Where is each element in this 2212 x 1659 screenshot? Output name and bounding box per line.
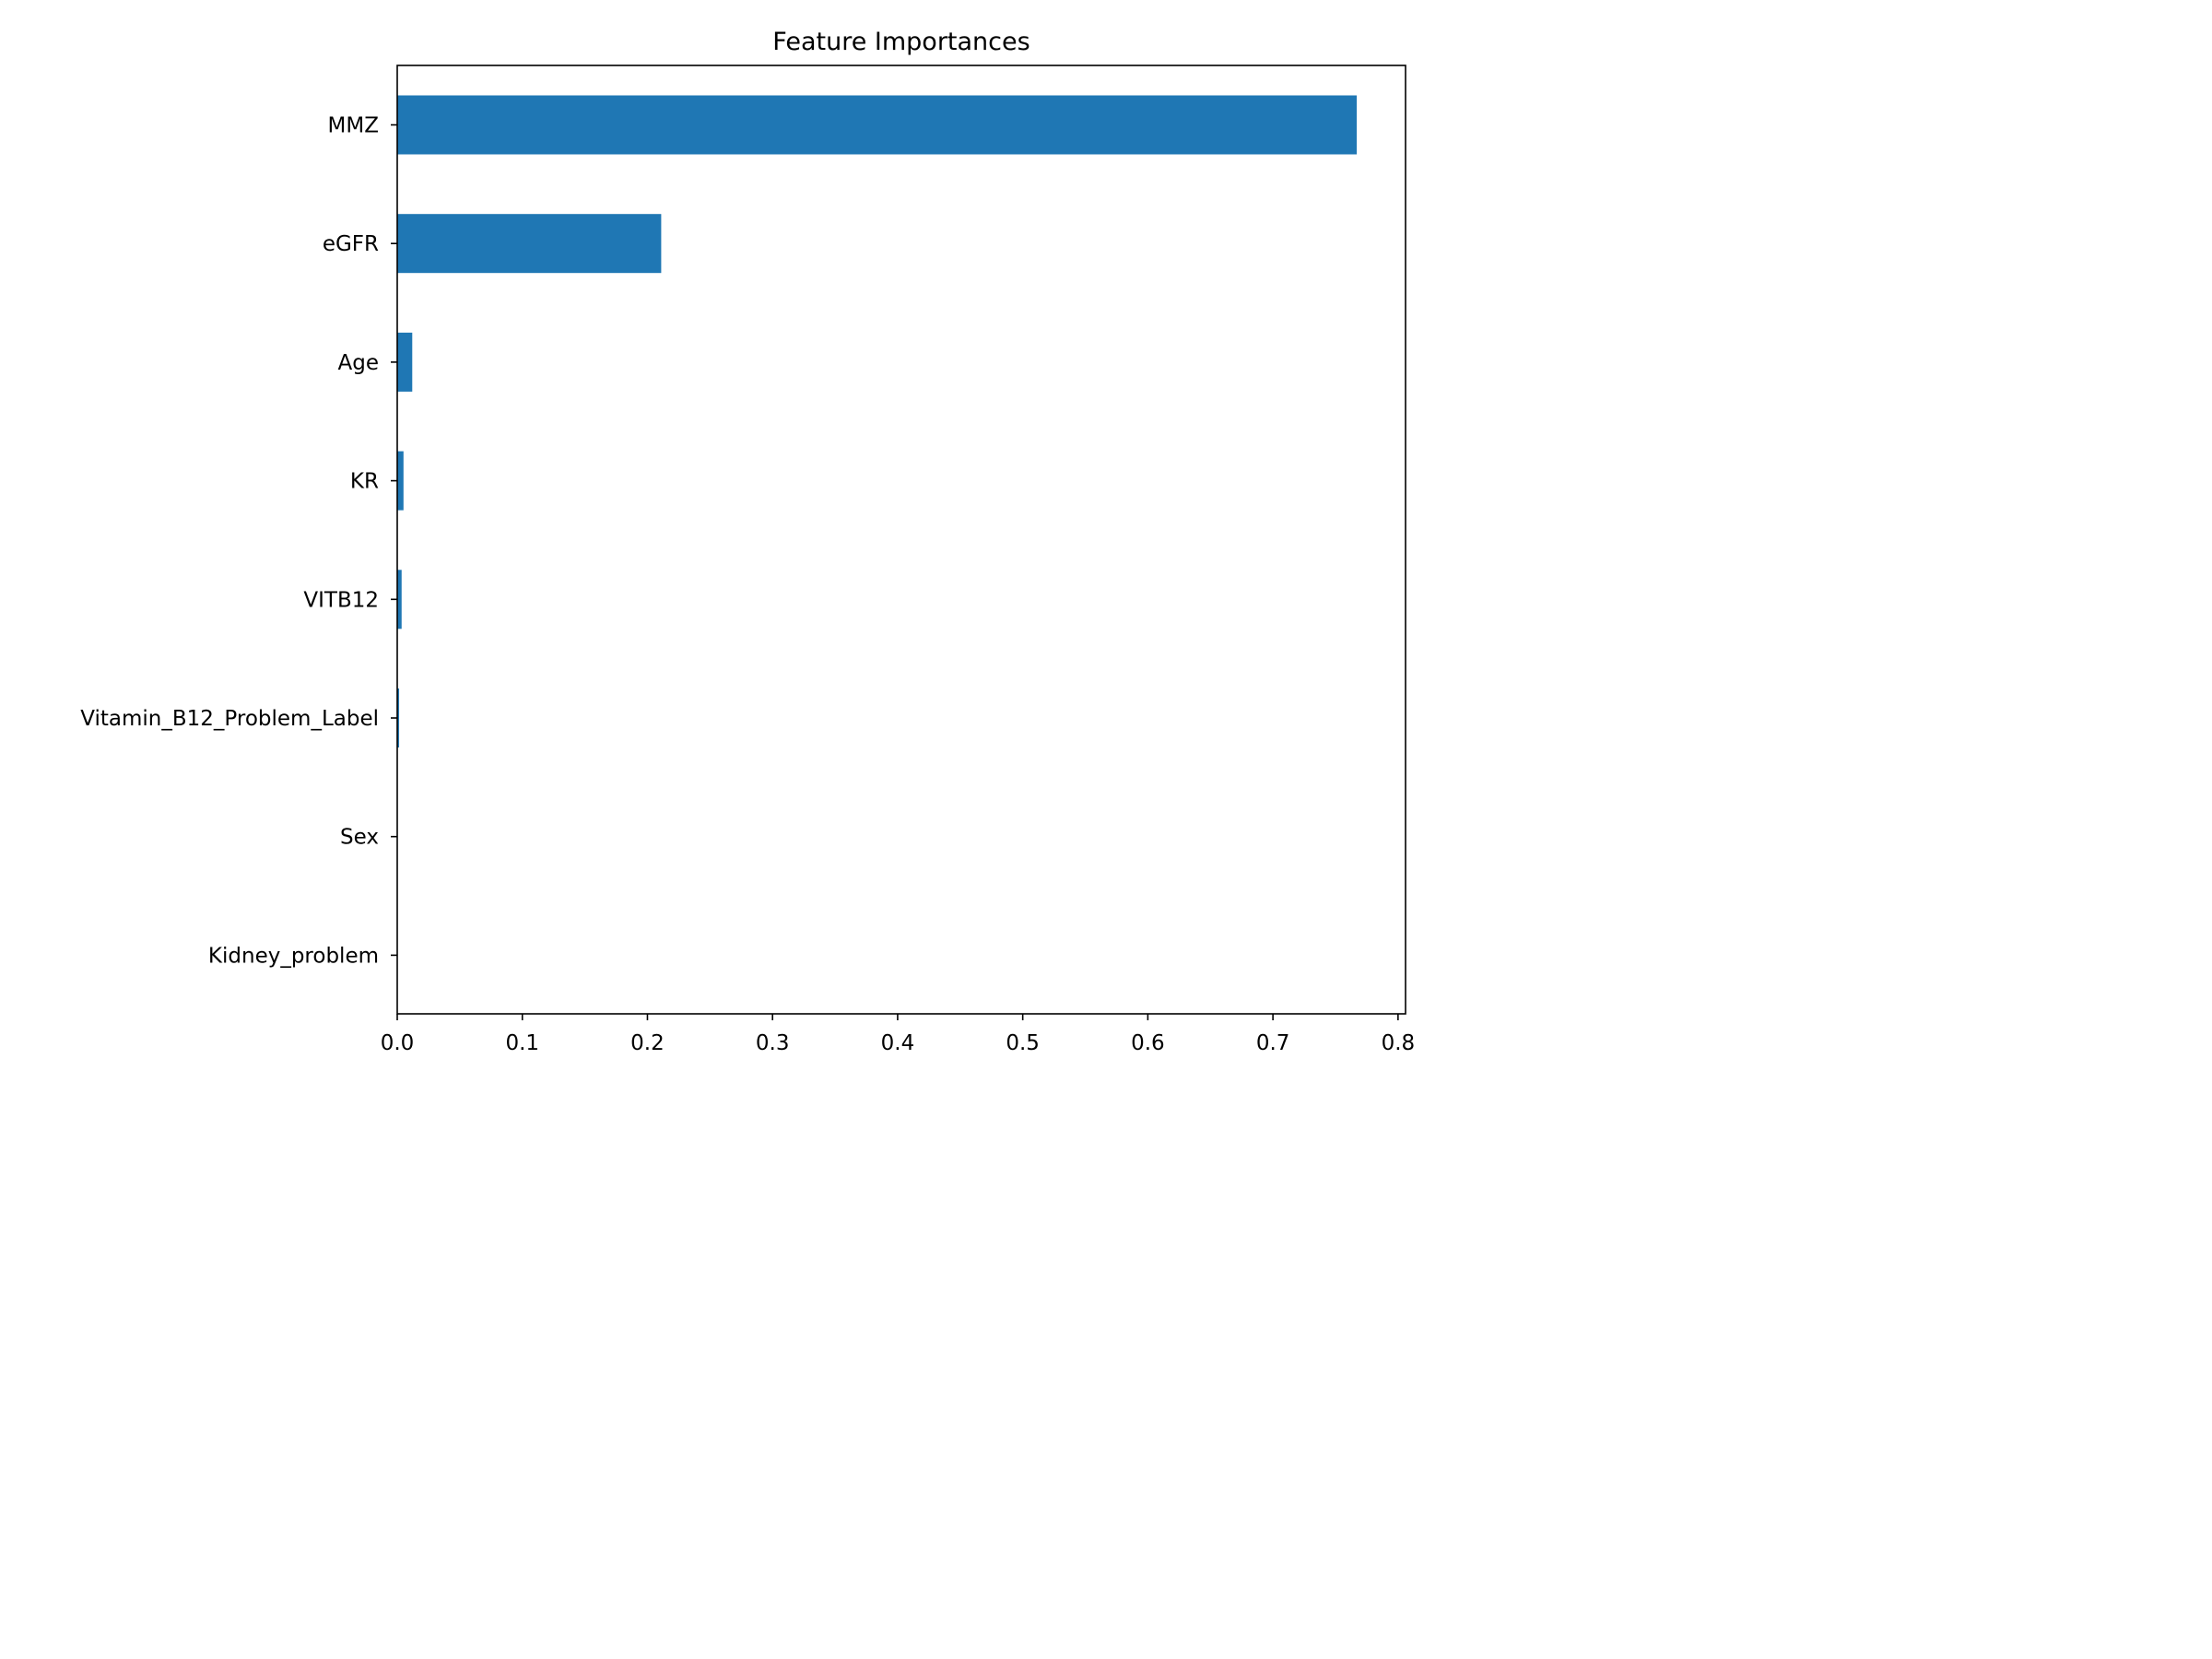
y-tick-label: MMZ [328,114,379,138]
plot-frame [396,65,1406,1015]
x-tick-label: 0.3 [756,1031,790,1055]
x-tick-label: 0.7 [1256,1031,1290,1055]
x-tick-label: 0.2 [630,1031,665,1055]
x-tick-label: 0.6 [1131,1031,1165,1055]
bar-VITB12 [397,570,402,629]
x-tick-label: 0.4 [881,1031,915,1055]
bars-group [397,95,1358,747]
chart-title: Feature Importances [772,28,1030,56]
x-axis-ticks: 0.0 0.1 0.2 0.3 0.4 0.5 0.6 0.7 0.8 [381,1014,1415,1055]
y-tick-label: Sex [340,826,379,850]
y-axis-ticks: MMZ eGFR Age KR VITB12 Vitamin_B12_Problem_La… [80,114,397,968]
x-tick-label: 0.0 [381,1031,415,1055]
y-tick-label: Vitamin_B12_Problem_Label [80,707,379,731]
y-tick-label: KR [350,470,379,494]
chart-background [0,0,1429,1067]
bar-KR [397,451,404,511]
y-tick-label: eGFR [323,232,379,256]
feature-importance-chart: Feature Importances MMZ eGFR Age KR VITB12 Vi… [0,0,1429,1067]
x-tick-label: 0.8 [1382,1031,1416,1055]
bar-Vitamin_B12_Problem_Label [397,688,400,747]
y-tick-label: VITB12 [303,588,379,612]
y-tick-label: Age [338,351,379,375]
x-tick-label: 0.1 [505,1031,539,1055]
x-tick-label: 0.5 [1006,1031,1040,1055]
bar-Age [397,332,413,392]
bar-eGFR [397,214,662,274]
y-tick-label: Kidney_problem [208,944,379,968]
bar-MMZ [397,95,1358,155]
